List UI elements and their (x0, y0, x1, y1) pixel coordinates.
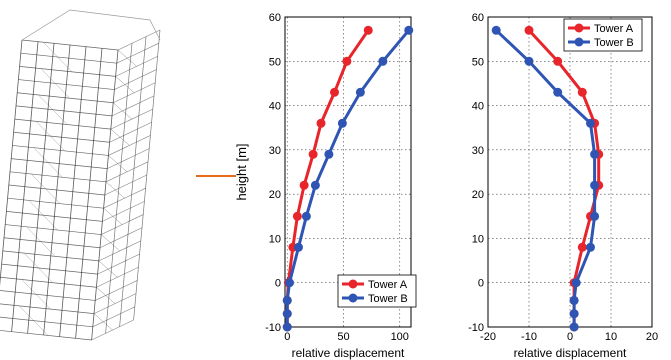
legend-label: Tower B (368, 293, 408, 305)
data-point (285, 278, 294, 288)
data-point (491, 25, 501, 35)
data-point (586, 242, 595, 252)
y-tick-label: -10 (468, 322, 484, 334)
data-point (301, 211, 311, 221)
chart-2-axes (487, 16, 653, 328)
data-point (316, 118, 326, 128)
orange-separator-line (196, 175, 236, 177)
chart-2-x-axis-label: relative displacement (514, 346, 627, 360)
building-frame-image (0, 9, 161, 341)
data-point (282, 309, 292, 319)
data-point (524, 56, 534, 66)
data-point (299, 180, 309, 190)
data-point (569, 295, 579, 305)
data-point (308, 149, 318, 159)
data-point (553, 56, 563, 66)
x-tick-label: -20 (480, 331, 496, 343)
data-point (524, 25, 534, 35)
data-point (363, 25, 373, 35)
x-tick-label: 0 (284, 331, 290, 343)
legend-swatch-marker (574, 23, 584, 33)
data-point (586, 118, 595, 128)
y-tick-label: 40 (269, 101, 281, 113)
legend-swatch-marker (348, 279, 358, 289)
chart-1-series (282, 25, 414, 332)
y-tick-label: 50 (472, 56, 484, 68)
data-point (553, 87, 563, 97)
chart-1-y-axis-label: height [m] (234, 143, 249, 200)
data-point (324, 149, 334, 159)
legend-label: Tower A (594, 23, 634, 35)
y-tick-label: 20 (472, 189, 484, 201)
chart-2-series (491, 25, 604, 332)
data-point (310, 180, 320, 190)
data-point (282, 295, 292, 305)
y-tick-label: 20 (269, 189, 281, 201)
building-frame-lines (0, 9, 161, 341)
y-tick-label: 30 (472, 145, 484, 157)
data-point (294, 242, 303, 252)
y-tick-label: 30 (269, 145, 281, 157)
data-point (569, 322, 579, 332)
data-point (292, 211, 302, 221)
y-tick-label: 0 (275, 278, 281, 290)
data-point (282, 322, 292, 332)
y-tick-label: 40 (472, 101, 484, 113)
y-tick-label: -10 (265, 322, 281, 334)
legend-swatch-marker (348, 293, 358, 303)
data-point (355, 87, 365, 97)
legend-label: Tower B (594, 37, 634, 49)
chart-1-legend: Tower A Tower B (337, 274, 417, 308)
y-tick-label: 0 (478, 278, 484, 290)
chart-1-axes (284, 16, 412, 328)
y-tick-label: 50 (269, 56, 281, 68)
chart-2-grid (487, 16, 653, 328)
chart-2-legend: Tower A Tower B (563, 18, 643, 52)
data-point (378, 56, 388, 66)
x-tick-label: -10 (521, 331, 537, 343)
data-point (337, 118, 347, 128)
data-point (571, 278, 581, 288)
data-point (590, 180, 600, 190)
data-point (577, 87, 587, 97)
data-point (577, 242, 587, 252)
chart-1-x-axis-label: relative displacement (292, 346, 405, 360)
data-point (569, 309, 579, 319)
y-tick-label: 60 (269, 12, 281, 24)
x-tick-label: 20 (646, 331, 658, 343)
x-tick-label: 10 (605, 331, 617, 343)
data-point (590, 211, 600, 221)
data-point (590, 149, 600, 159)
y-tick-label: 60 (472, 12, 484, 24)
data-point (404, 25, 414, 35)
data-point (330, 87, 339, 97)
x-tick-label: 50 (337, 331, 349, 343)
x-tick-label: 0 (567, 331, 573, 343)
data-point (342, 56, 352, 66)
legend-label: Tower A (368, 279, 408, 291)
x-tick-label: 100 (391, 331, 409, 343)
y-tick-label: 10 (269, 233, 281, 245)
legend-swatch-marker (574, 37, 584, 47)
y-tick-label: 10 (472, 233, 484, 245)
